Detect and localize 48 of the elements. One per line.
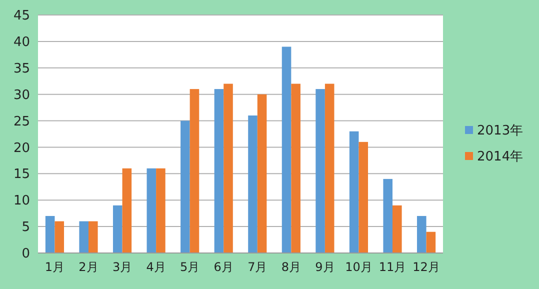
y-tick-label: 10 (13, 194, 30, 209)
bar (426, 232, 436, 253)
x-tick-label: 2月 (78, 260, 98, 274)
x-tick-label: 6月 (214, 260, 234, 274)
bar (45, 216, 55, 253)
x-tick-label: 12月 (412, 260, 440, 274)
bar (214, 89, 224, 253)
bar (248, 115, 258, 253)
y-tick-label: 15 (13, 167, 30, 182)
y-tick-label: 35 (13, 61, 30, 76)
y-tick-label: 20 (13, 140, 30, 156)
bar (324, 84, 334, 253)
x-tick-label: 11月 (378, 260, 406, 274)
legend-label: 2014年 (477, 150, 524, 165)
x-tick-label: 5月 (180, 260, 200, 274)
bar (358, 142, 368, 253)
y-tick-label: 5 (22, 220, 30, 236)
bar (349, 131, 359, 253)
bar (112, 205, 122, 253)
y-tick-label: 45 (13, 8, 30, 24)
x-tick-label: 8月 (281, 260, 301, 274)
bar (316, 89, 325, 253)
bar (383, 178, 392, 253)
bar (54, 221, 64, 253)
bar (190, 89, 200, 253)
x-tick-label: 7月 (248, 260, 268, 274)
bar (416, 216, 426, 253)
x-tick-label: 4月 (146, 260, 166, 274)
bar (156, 168, 166, 253)
bar (122, 168, 132, 253)
bar (88, 221, 98, 253)
x-tick-label: 9月 (315, 260, 335, 274)
y-tick-label: 25 (13, 114, 30, 130)
y-tick-label: 40 (13, 34, 30, 50)
bar (146, 168, 156, 253)
bar (79, 221, 88, 253)
bar (392, 205, 402, 253)
y-tick-label: 0 (22, 246, 30, 262)
legend-label: 2013年 (477, 124, 524, 139)
bar (291, 84, 300, 253)
bar (224, 84, 233, 253)
x-tick-label: 1月 (44, 260, 65, 274)
x-tick-label: 10月 (345, 260, 372, 274)
bar (180, 120, 190, 253)
bar (282, 46, 292, 253)
y-tick-label: 30 (13, 88, 30, 103)
bar (257, 94, 267, 253)
x-tick-label: 3月 (112, 260, 132, 274)
